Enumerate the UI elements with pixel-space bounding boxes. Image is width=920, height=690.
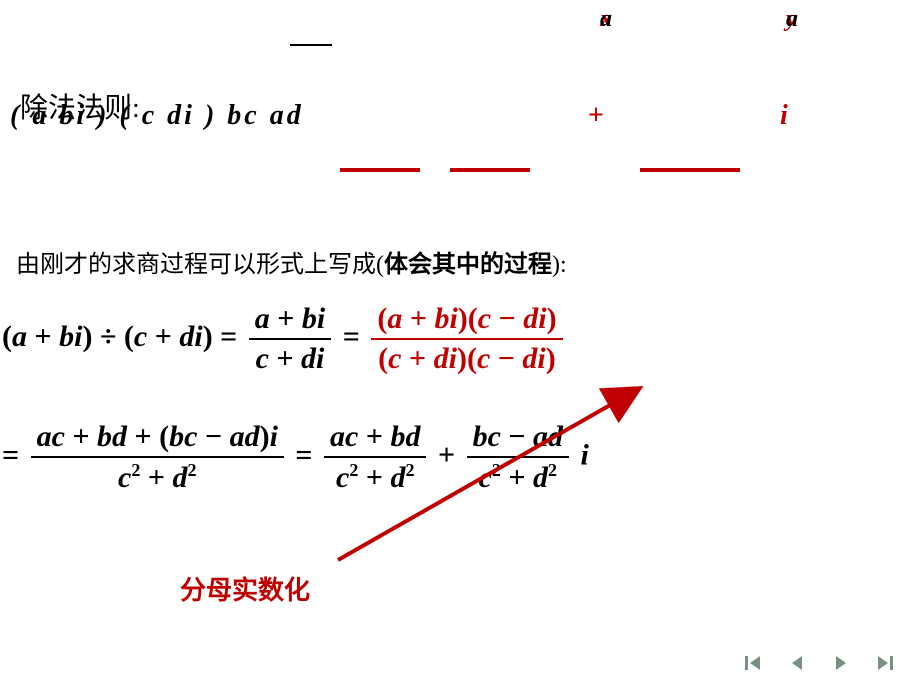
nav-controls: [742, 652, 896, 674]
arrow-to-conjugate: [0, 0, 920, 690]
nav-first-button[interactable]: [742, 652, 764, 674]
nav-last-button[interactable]: [874, 652, 896, 674]
annotation-rationalize-denominator: 分母实数化: [180, 570, 310, 607]
nav-next-button[interactable]: [830, 652, 852, 674]
nav-prev-button[interactable]: [786, 652, 808, 674]
